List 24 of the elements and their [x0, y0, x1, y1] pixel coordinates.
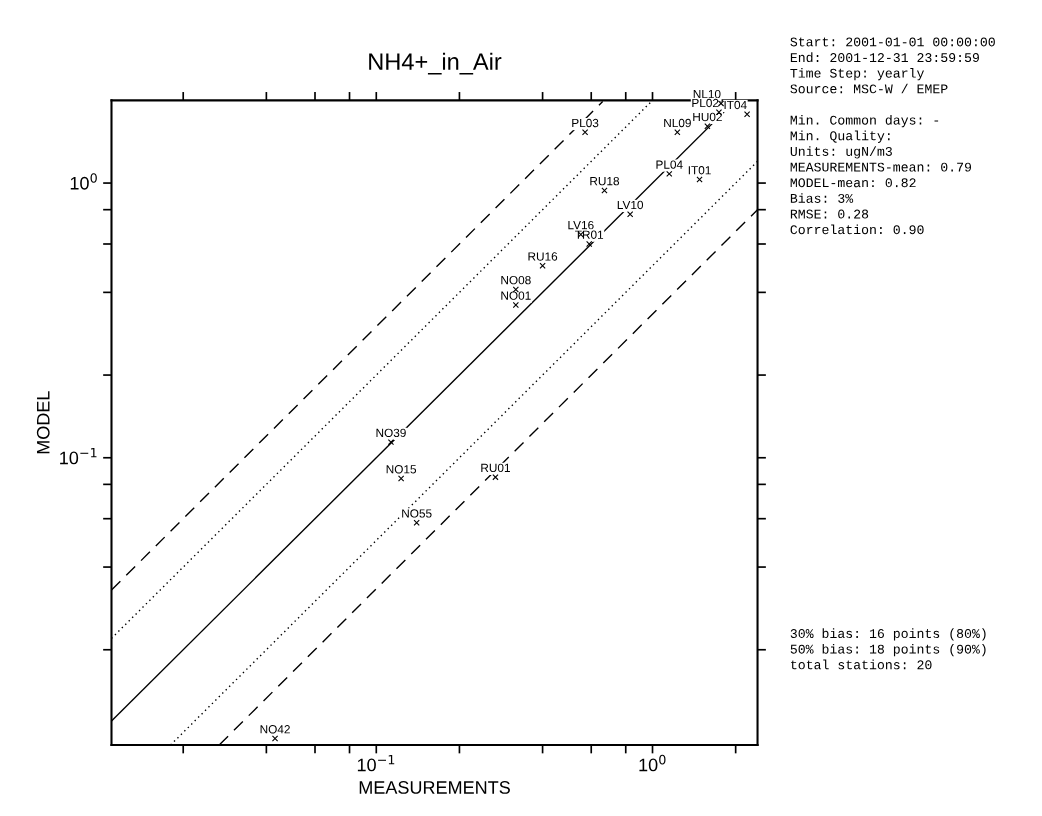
- annotation: PL04: [656, 160, 683, 169]
- annotation: NO42: [260, 725, 290, 734]
- annotation: NO55: [402, 509, 432, 518]
- annotation: LV10: [617, 200, 644, 210]
- annotation: RU18: [590, 176, 620, 186]
- text: Start: 2001-01-01 00:00:00 End: 2001-12-31 23:59:59 Time Step: yearly Source: MSC-W / EMEP Min. Common days: - Min. Quality: Units: ugN/m3 MEASUREMENTS-mean: 0.79 MODEL-mean: 0.82 Bias: 3% RMSE: 0.28 Correlation: 0.90: [790, 37, 995, 235]
- x-axis-title: MEASUREMENTS: [359, 781, 510, 794]
- annotation: NL09: [664, 118, 691, 128]
- annotation: IT04: [724, 100, 747, 110]
- y-axis-title: MODEL: [36, 391, 50, 454]
- annotation: NL10: [693, 89, 721, 99]
- annotation: PL03: [572, 118, 599, 128]
- annotation: LV16: [568, 220, 594, 230]
- text: 30% bias: 16 points (80%) 50% bias: 18 points (90%) total stations: 20: [790, 628, 986, 670]
- annotation: NO15: [386, 465, 417, 474]
- annotation: HU02: [693, 112, 722, 122]
- annotation: NO39: [376, 428, 406, 438]
- chart-title: NH4+_in_Air: [369, 52, 502, 75]
- annotation: RU01: [481, 463, 510, 473]
- annotation: NO08: [501, 275, 531, 285]
- annotation: IT01: [688, 166, 711, 175]
- annotation: PL02: [692, 98, 719, 108]
- annotation: RU16: [528, 252, 558, 261]
- annotation: NO01: [501, 291, 531, 300]
